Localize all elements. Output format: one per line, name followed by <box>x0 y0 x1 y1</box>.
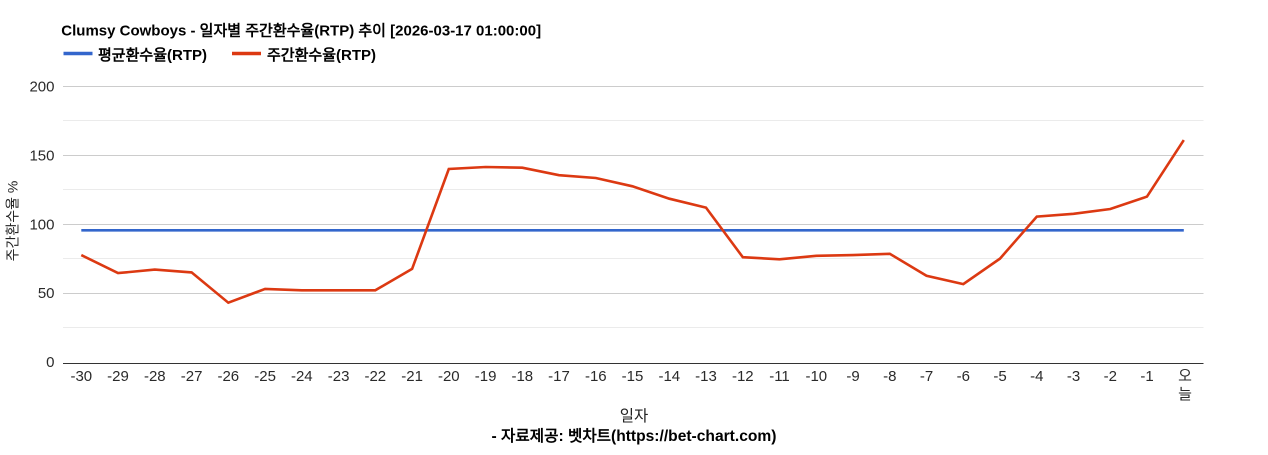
svg-text:-12: -12 <box>732 368 754 385</box>
svg-text:-30: -30 <box>70 368 92 385</box>
svg-text:Clumsy Cowboys - 일자별 주간환수율(RTP: Clumsy Cowboys - 일자별 주간환수율(RTP) 추이 [2026… <box>61 22 541 40</box>
svg-text:-25: -25 <box>254 368 276 385</box>
svg-text:-19: -19 <box>475 368 497 385</box>
svg-text:-11: -11 <box>769 368 790 385</box>
svg-text:일자: 일자 <box>620 407 649 425</box>
svg-text:평균환수율(RTP): 평균환수율(RTP) <box>98 46 207 64</box>
svg-text:-6: -6 <box>957 368 970 385</box>
svg-text:-7: -7 <box>920 368 933 385</box>
svg-text:-8: -8 <box>883 368 896 385</box>
svg-text:-28: -28 <box>144 368 166 385</box>
svg-text:-27: -27 <box>181 368 203 385</box>
svg-text:-15: -15 <box>622 368 644 385</box>
svg-text:-20: -20 <box>438 368 460 385</box>
svg-text:- 자료제공: 벳차트(https://bet-chart.: - 자료제공: 벳차트(https://bet-chart.com) <box>492 427 777 445</box>
svg-text:-10: -10 <box>805 368 827 385</box>
svg-text:-5: -5 <box>993 368 1006 385</box>
svg-text:0: 0 <box>46 354 54 371</box>
svg-text:-14: -14 <box>658 368 680 385</box>
svg-text:-23: -23 <box>328 368 350 385</box>
svg-text:-29: -29 <box>107 368 129 385</box>
svg-text:오: 오 <box>1178 368 1192 385</box>
svg-text:-17: -17 <box>548 368 570 385</box>
svg-text:-24: -24 <box>291 368 313 385</box>
svg-text:주간환수율 %: 주간환수율 % <box>5 181 21 262</box>
svg-text:-2: -2 <box>1104 368 1117 385</box>
svg-text:늘: 늘 <box>1178 386 1192 403</box>
svg-text:-18: -18 <box>511 368 533 385</box>
svg-text:-1: -1 <box>1140 368 1153 385</box>
svg-text:-9: -9 <box>846 368 859 385</box>
svg-text:200: 200 <box>29 79 54 96</box>
svg-text:-4: -4 <box>1030 368 1043 385</box>
svg-text:50: 50 <box>38 285 55 302</box>
svg-text:-16: -16 <box>585 368 607 385</box>
svg-text:주간환수율(RTP): 주간환수율(RTP) <box>267 46 376 64</box>
svg-text:-22: -22 <box>364 368 386 385</box>
svg-text:-21: -21 <box>401 368 423 385</box>
svg-text:150: 150 <box>29 148 54 165</box>
svg-text:-3: -3 <box>1067 368 1080 385</box>
svg-text:100: 100 <box>29 216 54 233</box>
svg-text:-26: -26 <box>217 368 239 385</box>
svg-text:-13: -13 <box>695 368 717 385</box>
